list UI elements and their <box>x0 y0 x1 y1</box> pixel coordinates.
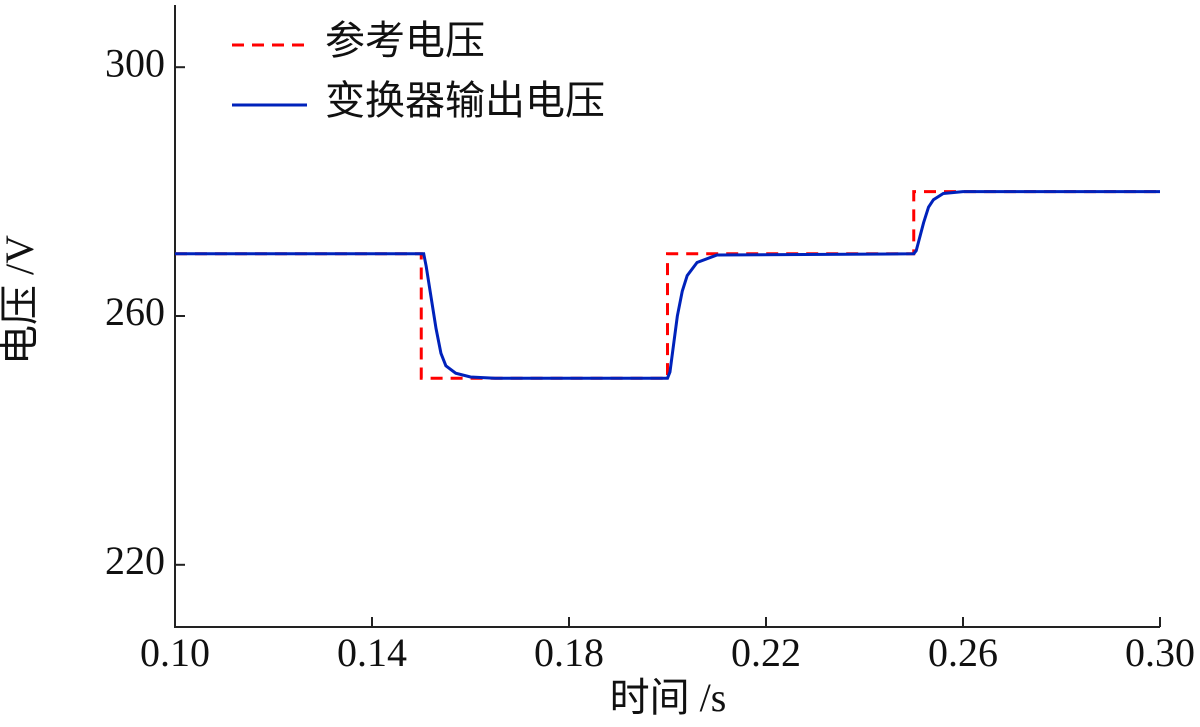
x-tick-label: 0.30 <box>1125 630 1195 675</box>
x-tick-label: 0.26 <box>928 630 998 675</box>
y-tick-label: 260 <box>105 289 165 334</box>
axes <box>174 5 1160 628</box>
y-axis-label: 电压 /V <box>0 235 42 365</box>
series-line <box>175 190 1160 380</box>
legend-label: 参考电压 <box>325 18 485 63</box>
x-tick-label: 0.14 <box>337 630 407 675</box>
x-tick-label: 0.18 <box>534 630 604 675</box>
x-tick-label: 0.22 <box>731 630 801 675</box>
y-tick-label: 300 <box>105 40 165 85</box>
x-axis-label: 时间 /s <box>610 675 727 720</box>
series-line <box>175 190 1160 380</box>
y-tick-label: 220 <box>105 538 165 583</box>
x-tick-label: 0.10 <box>140 630 210 675</box>
legend-label: 变换器输出电压 <box>325 78 605 123</box>
